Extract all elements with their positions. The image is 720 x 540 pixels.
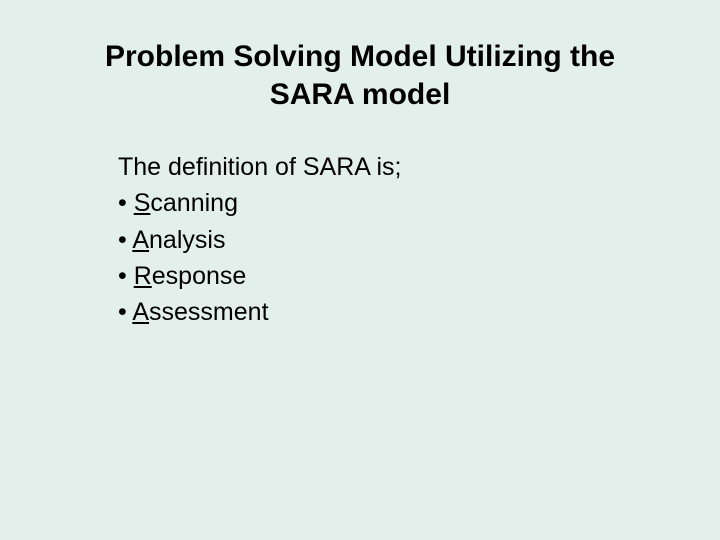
- lead-letter: S: [134, 189, 151, 217]
- item-rest: canning: [150, 189, 238, 217]
- item-rest: esponse: [152, 262, 247, 290]
- item-rest: nalysis: [149, 226, 225, 254]
- bullet-icon: •: [118, 189, 127, 217]
- title-line-2: SARA model: [270, 78, 451, 111]
- title-line-1: Problem Solving Model Utilizing the: [105, 40, 615, 73]
- list-item: • Response: [118, 258, 720, 294]
- bullet-icon: •: [118, 298, 127, 326]
- slide-body: The definition of SARA is; • Scanning • …: [118, 149, 720, 330]
- list-item: • Assessment: [118, 294, 720, 330]
- list-item: • Scanning: [118, 185, 720, 221]
- lead-letter: R: [134, 262, 152, 290]
- lead-letter: A: [132, 298, 149, 326]
- bullet-icon: •: [118, 262, 127, 290]
- list-item: • Analysis: [118, 222, 720, 258]
- item-rest: ssessment: [149, 298, 268, 326]
- bullet-icon: •: [118, 226, 127, 254]
- lead-letter: A: [132, 226, 149, 254]
- intro-line: The definition of SARA is;: [118, 149, 720, 185]
- slide-title: Problem Solving Model Utilizing the SARA…: [40, 38, 680, 113]
- slide: Problem Solving Model Utilizing the SARA…: [0, 0, 720, 540]
